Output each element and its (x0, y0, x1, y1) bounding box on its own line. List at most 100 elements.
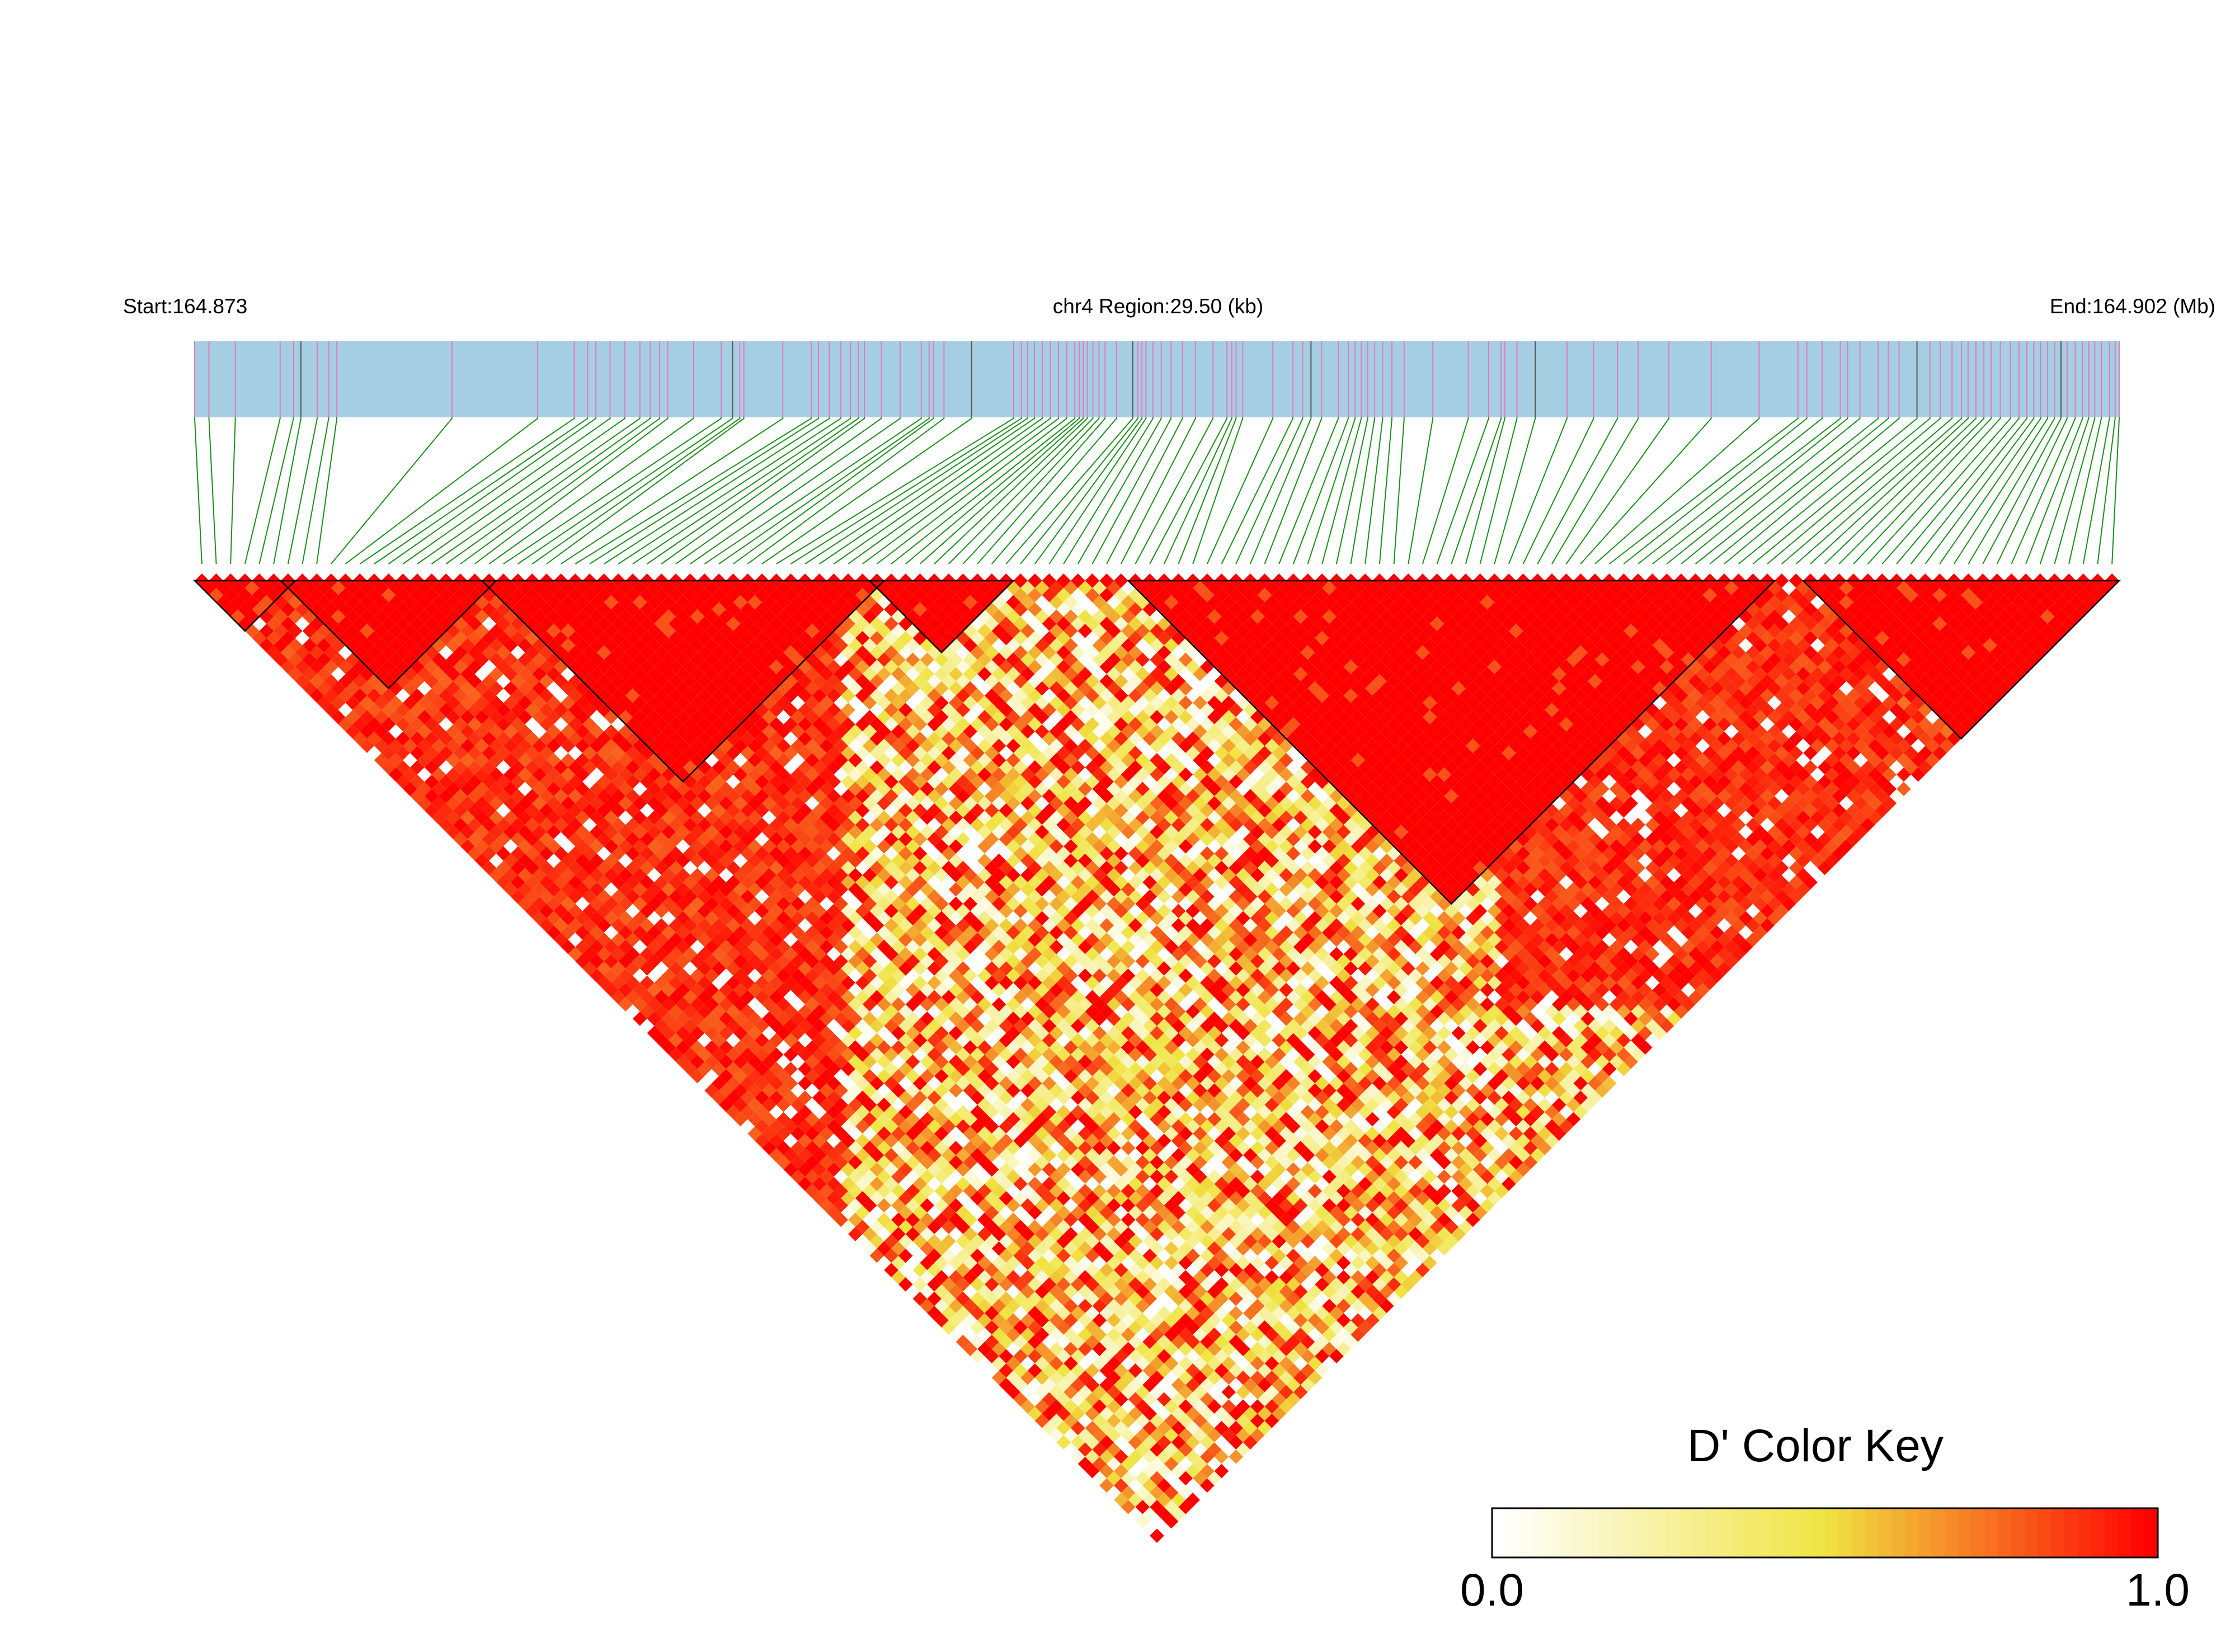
ld-cell (1113, 1248, 1128, 1263)
ld-cell (898, 1076, 913, 1091)
ld-cell (575, 667, 590, 681)
ld-cell (474, 738, 490, 754)
ld-cell (1034, 1370, 1050, 1385)
ld-cell (898, 990, 913, 1005)
ld-cell (1286, 1320, 1301, 1335)
ld-cell (1185, 1263, 1201, 1278)
snp-connector (632, 417, 851, 564)
ld-cell (740, 875, 755, 889)
ld-cell (726, 918, 741, 933)
ld-cell (1185, 1320, 1201, 1335)
ld-cell (805, 982, 820, 997)
ld-cell (869, 1062, 884, 1076)
ld-cell (798, 1076, 812, 1091)
ld-cell (1128, 1320, 1143, 1335)
ld-cell (1107, 1456, 1121, 1471)
region-start-label: Start:164.873 (123, 295, 247, 318)
ld-cell (719, 825, 733, 840)
ld-cell (776, 782, 791, 797)
ld-cell (697, 875, 712, 889)
ld-cell (841, 1119, 855, 1134)
ld-cell (1085, 1105, 1100, 1119)
ld-cell (338, 674, 353, 689)
ld-cell (1034, 1342, 1050, 1357)
ld-cell (704, 911, 719, 926)
ld-cell (826, 1148, 841, 1162)
ld-cell (1092, 1270, 1107, 1284)
ld-cell (539, 760, 554, 775)
ld-cell (920, 1270, 935, 1284)
ld-cell (1272, 1406, 1287, 1421)
ld-cell (819, 1112, 834, 1127)
ld-cell (884, 1076, 898, 1091)
snp-connector (1408, 417, 1434, 564)
ld-cell (855, 1105, 870, 1119)
ld-cell (819, 997, 834, 1012)
ld-cell (1113, 1220, 1128, 1235)
ld-cell (991, 1155, 1006, 1170)
ld-cell (869, 990, 884, 1005)
ld-cell (1013, 1334, 1028, 1349)
ld-cell (589, 896, 604, 911)
snp-connector (1192, 417, 1244, 564)
ld-cell (525, 602, 540, 617)
ld-cell (474, 839, 490, 854)
ld-cell (467, 817, 482, 832)
ld-cell (367, 616, 382, 631)
ld-cell (396, 774, 411, 789)
ld-cell (517, 868, 533, 883)
ld-cell (439, 789, 454, 803)
ld-cell (489, 624, 504, 638)
ld-cell (948, 1284, 963, 1299)
ld-cell (596, 932, 611, 947)
ld-cell (266, 645, 281, 660)
ld-cell (747, 1069, 763, 1084)
ld-cell (582, 918, 597, 933)
ld-cell (618, 896, 633, 911)
ld-cell (503, 825, 518, 840)
ld-cell (596, 587, 611, 603)
ld-cell (482, 860, 497, 876)
ld-cell (791, 1155, 806, 1170)
ld-cell (496, 846, 511, 861)
ld-cell (912, 990, 928, 1005)
ld-cell (970, 1162, 985, 1177)
ld-cell (510, 846, 525, 861)
ld-cell (403, 638, 417, 653)
ld-cell (453, 630, 468, 646)
ld-cell (690, 968, 705, 983)
ld-cell (941, 1191, 956, 1206)
ld-cell (1272, 1320, 1287, 1335)
ld-cell (1070, 1277, 1085, 1292)
ld-cell (1272, 1392, 1287, 1407)
ld-cell (1185, 1277, 1201, 1292)
ld-cell (1135, 1255, 1150, 1270)
ld-cell (1128, 1392, 1143, 1407)
ld-cell (482, 789, 497, 803)
ld-cell (1300, 1349, 1315, 1364)
ld-cell (747, 1040, 763, 1055)
ld-cell (1135, 1399, 1150, 1414)
ld-cell (618, 825, 633, 840)
ld-cell (669, 875, 683, 889)
ld-cell (1099, 1291, 1114, 1306)
ld-cell (755, 1119, 769, 1134)
ld-cell (460, 738, 475, 754)
ld-cell (396, 645, 411, 660)
ld-cell (862, 1025, 877, 1041)
ld-cell (1286, 1306, 1301, 1321)
ld-cell (1135, 1284, 1150, 1299)
ld-cell (1214, 1334, 1229, 1349)
ld-cell (654, 832, 669, 846)
ld-cell (360, 724, 374, 739)
ld-cell (805, 1069, 820, 1084)
ld-cell (1056, 1320, 1071, 1335)
ld-cell (345, 581, 360, 595)
ld-cell (704, 868, 719, 883)
ld-cell (553, 803, 568, 818)
ld-cell (510, 688, 525, 703)
ld-cell (553, 903, 568, 919)
ld-cell (912, 1004, 928, 1019)
ld-cell (884, 1004, 898, 1019)
ld-cell (1085, 1248, 1100, 1263)
